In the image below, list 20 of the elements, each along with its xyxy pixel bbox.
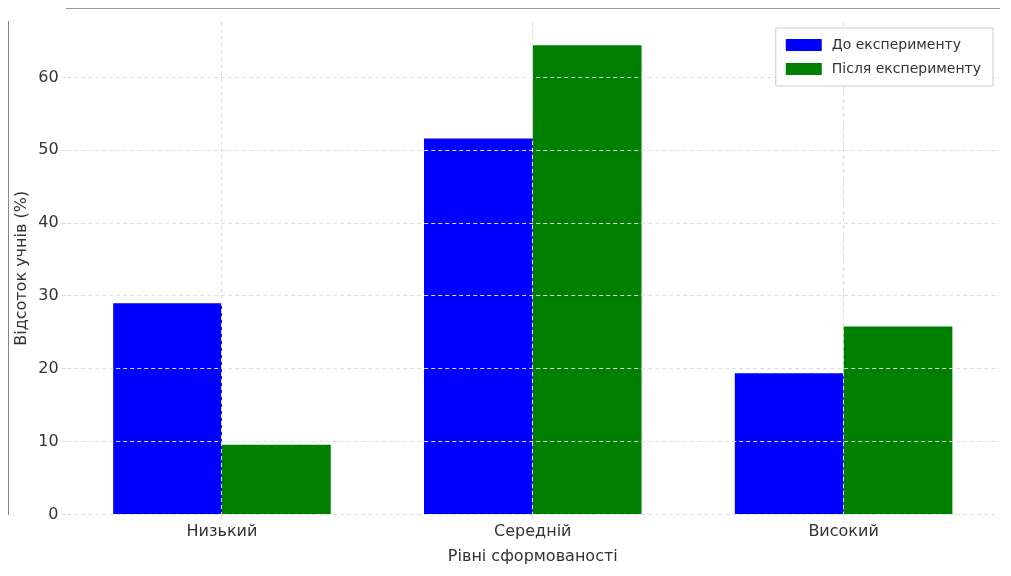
legend-label: Після експерименту — [831, 59, 982, 76]
bar — [734, 373, 844, 515]
y-tick-label: 40 — [38, 212, 59, 232]
y-tick-label: 60 — [38, 66, 59, 86]
bar — [532, 45, 642, 515]
bar — [113, 303, 222, 515]
x-axis-title: Рівні сформованості — [447, 545, 618, 565]
bar — [843, 326, 953, 515]
x-tick-label: Низький — [186, 521, 258, 541]
x-tick-label: Середній — [494, 521, 572, 541]
bar — [221, 444, 331, 515]
y-tick-label: 0 — [48, 503, 59, 523]
y-axis-title: Відсоток учнів (%) — [10, 190, 30, 346]
legend-label: До експерименту — [831, 35, 962, 52]
bar — [424, 138, 533, 515]
y-tick-label: 20 — [38, 358, 59, 378]
y-tick-label: 30 — [38, 285, 59, 305]
y-tick-label: 10 — [38, 430, 59, 450]
y-tick-label: 50 — [38, 139, 59, 159]
x-tick-label: Високий — [808, 521, 879, 541]
